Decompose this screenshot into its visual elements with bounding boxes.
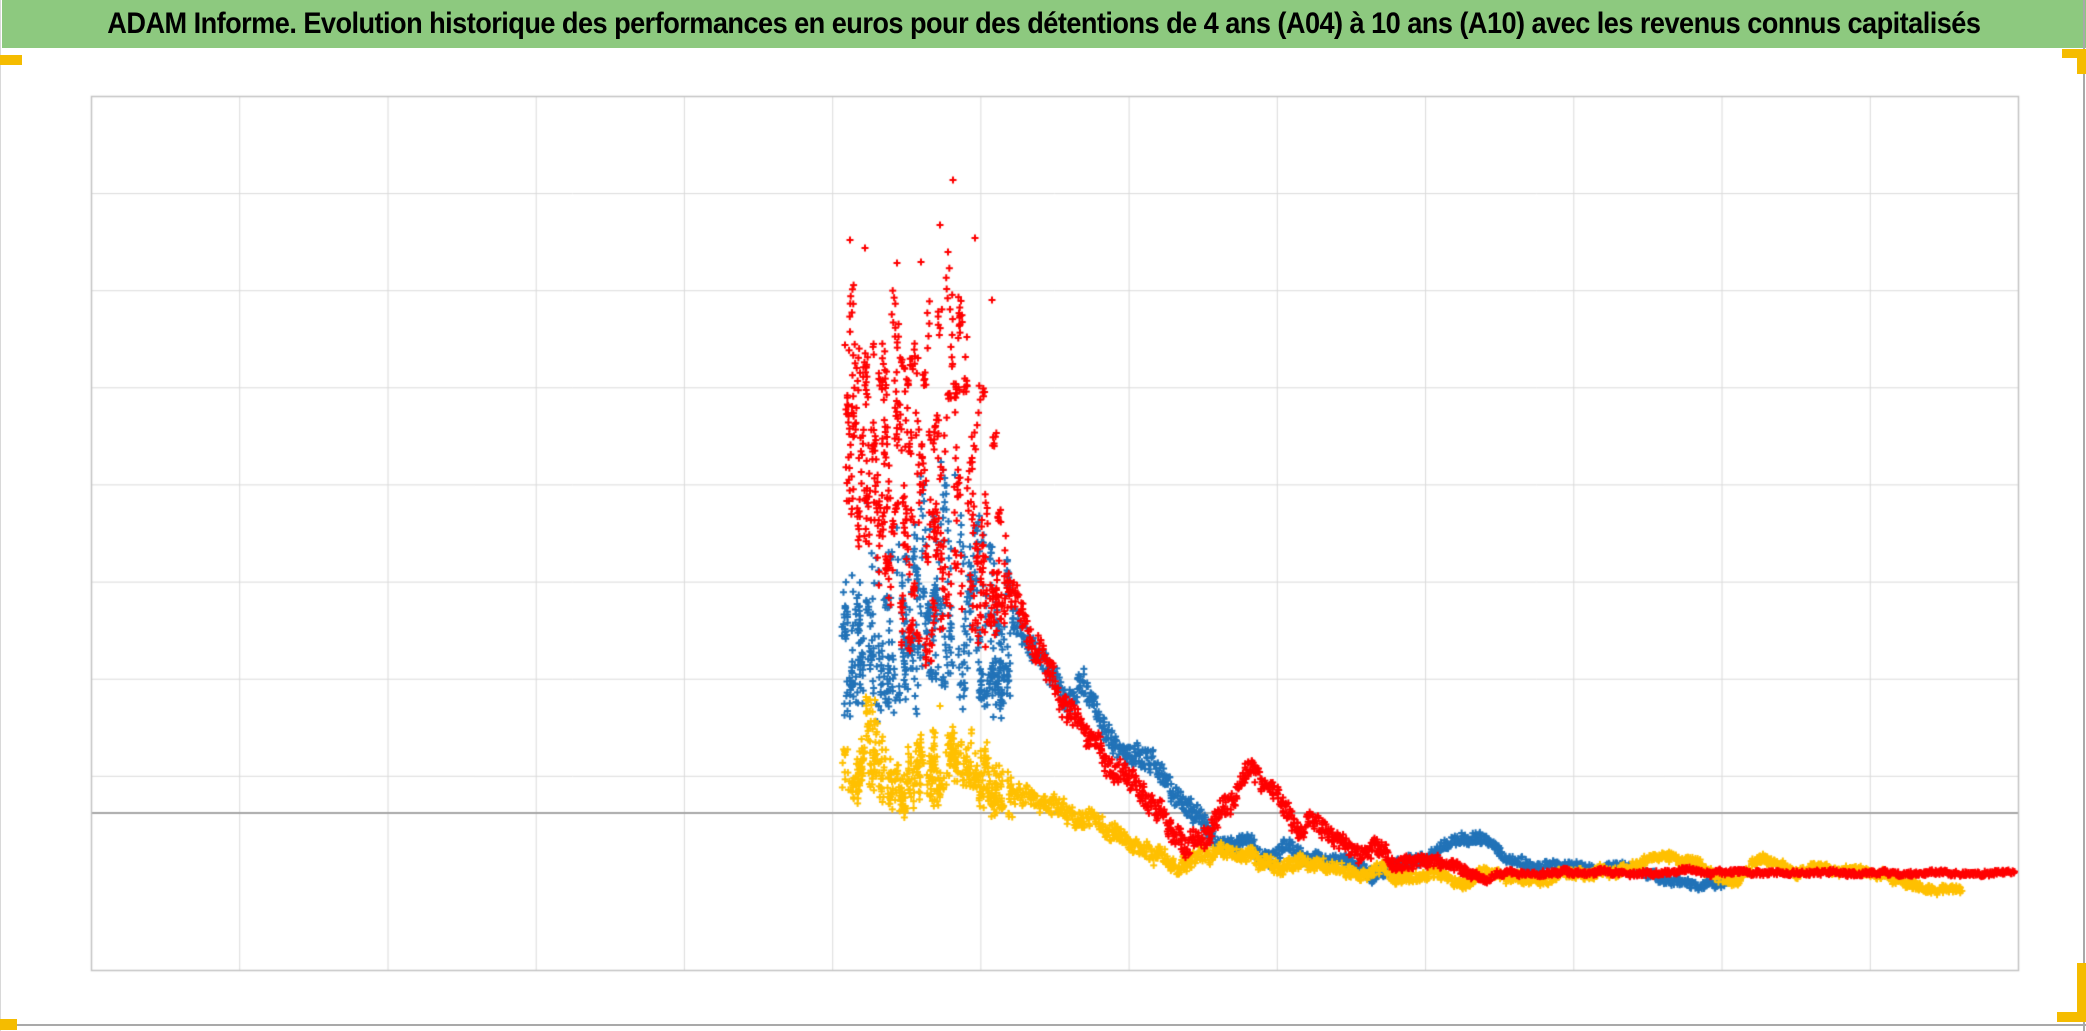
window-right-edge — [2083, 0, 2085, 1031]
yellow-corner-accent-bottom-right — [2057, 1012, 2086, 1022]
yellow-corner-accent-top-right — [2062, 49, 2086, 58]
window-bottom-edge — [0, 1024, 2086, 1026]
yellow-corner-accent-top-left — [0, 55, 22, 65]
yellow-corner-accent-bottom-left — [0, 1019, 17, 1030]
window-left-edge — [0, 0, 1, 1031]
yellow-corner-accent-top-right-v — [2077, 49, 2086, 74]
yellow-corner-accent-bottom-right-v — [2077, 963, 2086, 1022]
